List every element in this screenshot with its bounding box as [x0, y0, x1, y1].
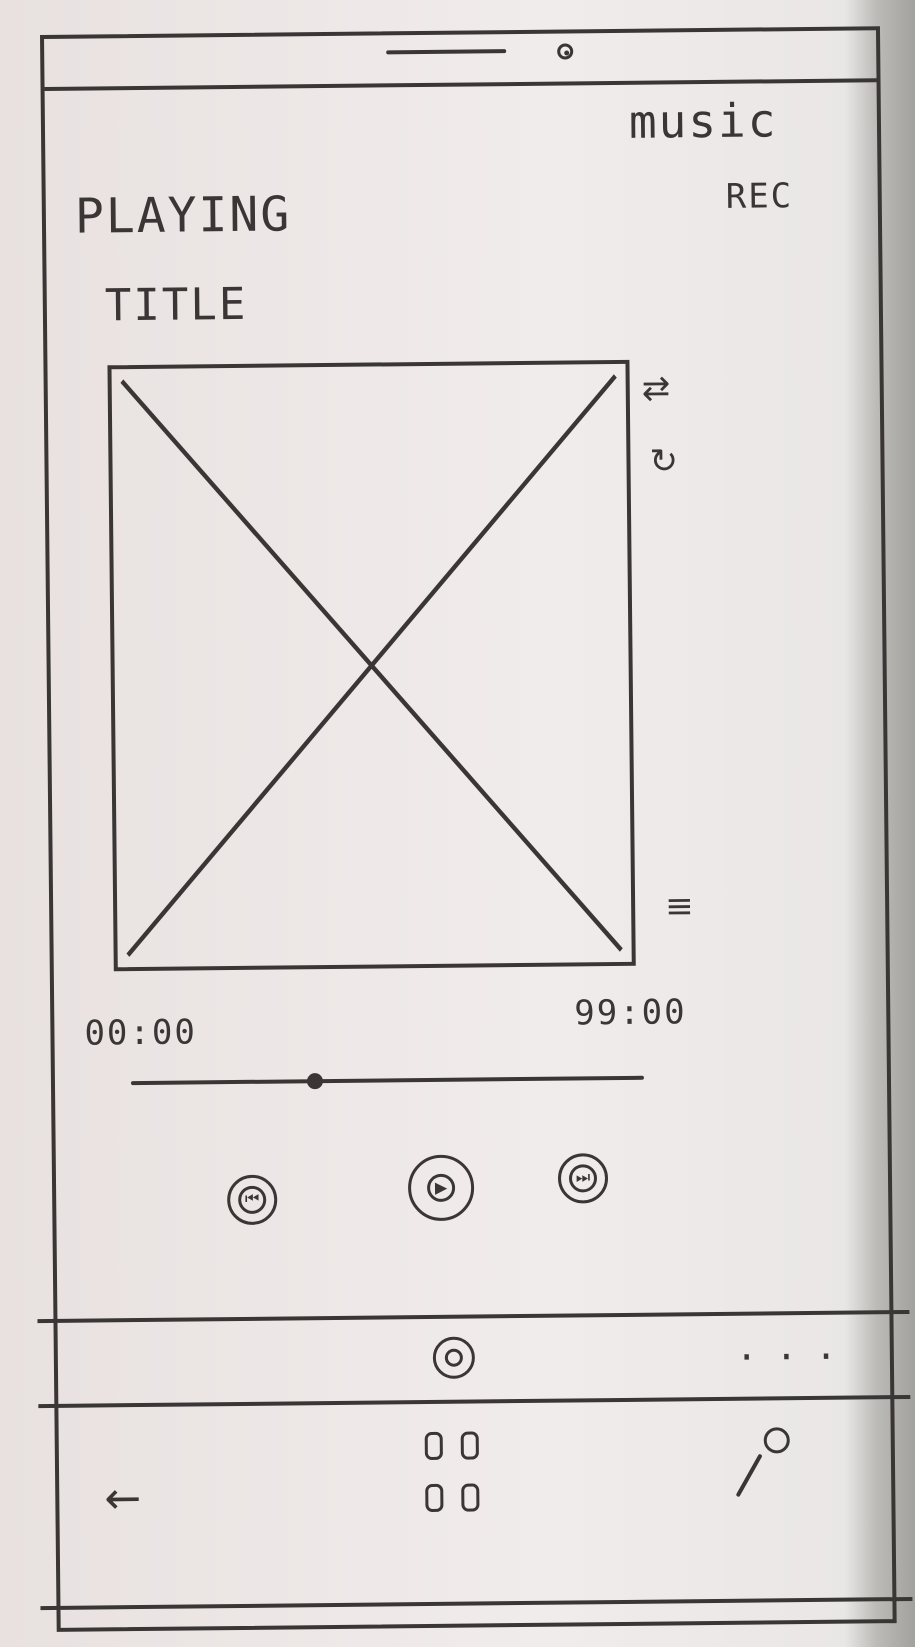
app-tile [424, 1431, 443, 1461]
next-button[interactable]: ⏭ [557, 1153, 609, 1204]
shuffle-icon[interactable]: ⇄ [641, 368, 671, 409]
phone-frame: music REC PLAYING TITLE ⇄ ↻ ≡ 00:00 99:0… [37, 26, 913, 1632]
total-time: 99:00 [574, 992, 687, 1034]
playing-heading: PLAYING [74, 186, 292, 245]
repeat-icon[interactable]: ↻ [649, 441, 679, 482]
mini-player-top-divider [37, 1309, 910, 1324]
play-button[interactable]: ▶ [407, 1154, 475, 1222]
status-bar [44, 30, 877, 91]
album-art-placeholder [107, 359, 636, 972]
phone-bottom-edge [40, 1596, 913, 1611]
playback-controls: ⏮ ▶ ⏭ [56, 1130, 889, 1259]
play-icon: ▶ [426, 1173, 456, 1203]
search-lens [763, 1427, 790, 1454]
app-tile [461, 1483, 480, 1512]
tab-rec[interactable]: REC [725, 176, 794, 217]
progress-thumb[interactable] [306, 1073, 324, 1090]
search-handle [735, 1453, 763, 1498]
elapsed-time: 00:00 [84, 1012, 198, 1054]
background-edge [845, 0, 915, 1647]
song-title: TITLE [104, 278, 248, 332]
more-menu-button[interactable]: ... [735, 1326, 856, 1369]
placeholder-cross-icon [120, 374, 623, 957]
app-tile [425, 1483, 444, 1513]
progress-bar[interactable] [130, 1073, 644, 1090]
apps-icon[interactable] [424, 1431, 496, 1544]
mini-player-icon[interactable] [432, 1336, 476, 1379]
prev-icon: ⏮ [238, 1185, 267, 1214]
tab-music[interactable]: music [628, 93, 778, 149]
queue-icon[interactable]: ≡ [664, 886, 694, 927]
next-icon: ⏭ [568, 1164, 598, 1193]
search-icon[interactable] [735, 1427, 798, 1509]
speaker-slot [386, 49, 507, 55]
mini-player-bottom-divider [38, 1394, 911, 1409]
back-icon[interactable]: ← [104, 1473, 142, 1525]
camera-icon [557, 43, 574, 60]
previous-button[interactable]: ⏮ [226, 1174, 278, 1226]
app-tile [460, 1431, 479, 1460]
mini-player-dot [444, 1348, 463, 1367]
